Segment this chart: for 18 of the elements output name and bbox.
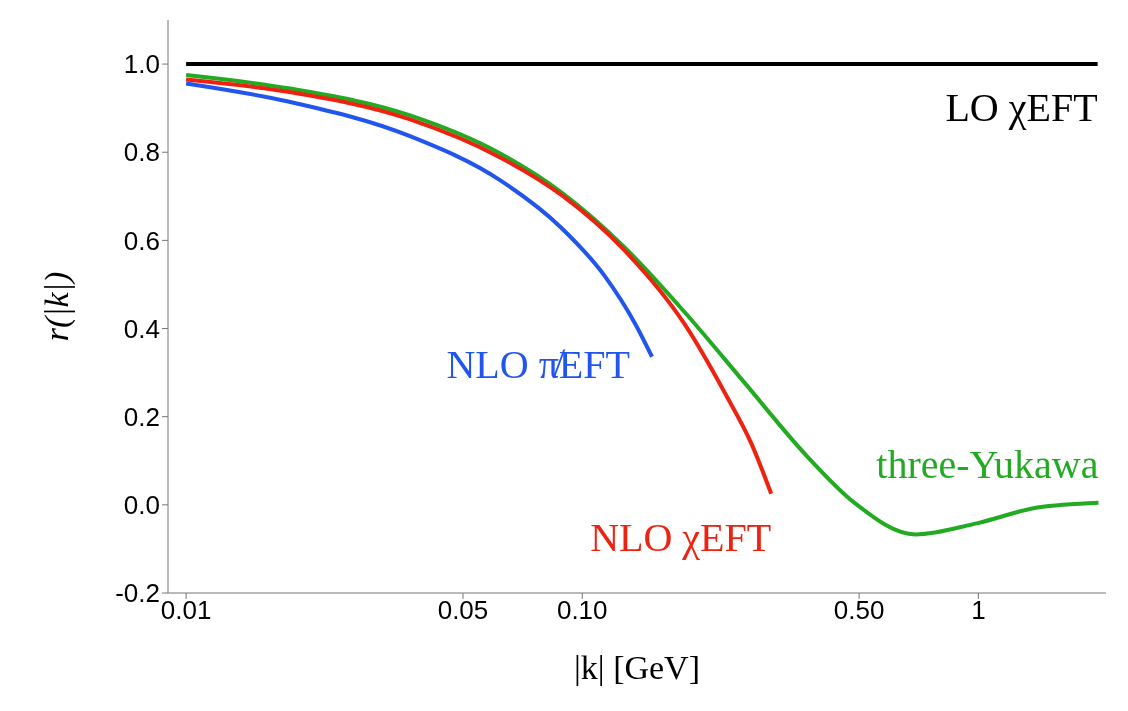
y-tick-label: 0.8: [123, 137, 160, 168]
x-axis-title: |k| [GeV]: [574, 649, 700, 686]
series-label: three-Yukawa: [876, 441, 1099, 487]
series-label: NLO χEFT: [590, 515, 772, 561]
series-label: NLO π̸EFT: [446, 341, 630, 387]
y-tick-label: 1.0: [123, 49, 160, 80]
y-tick-label: -0.2: [115, 578, 160, 609]
y-tick-label: 0.2: [123, 401, 160, 432]
y-tick-label: 0.0: [123, 490, 160, 521]
x-tick-label: 0.01: [160, 595, 212, 626]
y-tick-label: 0.4: [123, 313, 160, 344]
y-axis-title: r(|k|): [38, 271, 77, 342]
series-label: LO χEFT: [945, 85, 1098, 131]
x-tick-label: 0.50: [833, 595, 885, 626]
y-tick-label: 0.6: [123, 225, 160, 256]
x-tick-label: 1: [971, 595, 986, 626]
x-tick-label: 0.05: [437, 595, 489, 626]
x-tick-label: 0.10: [556, 595, 608, 626]
